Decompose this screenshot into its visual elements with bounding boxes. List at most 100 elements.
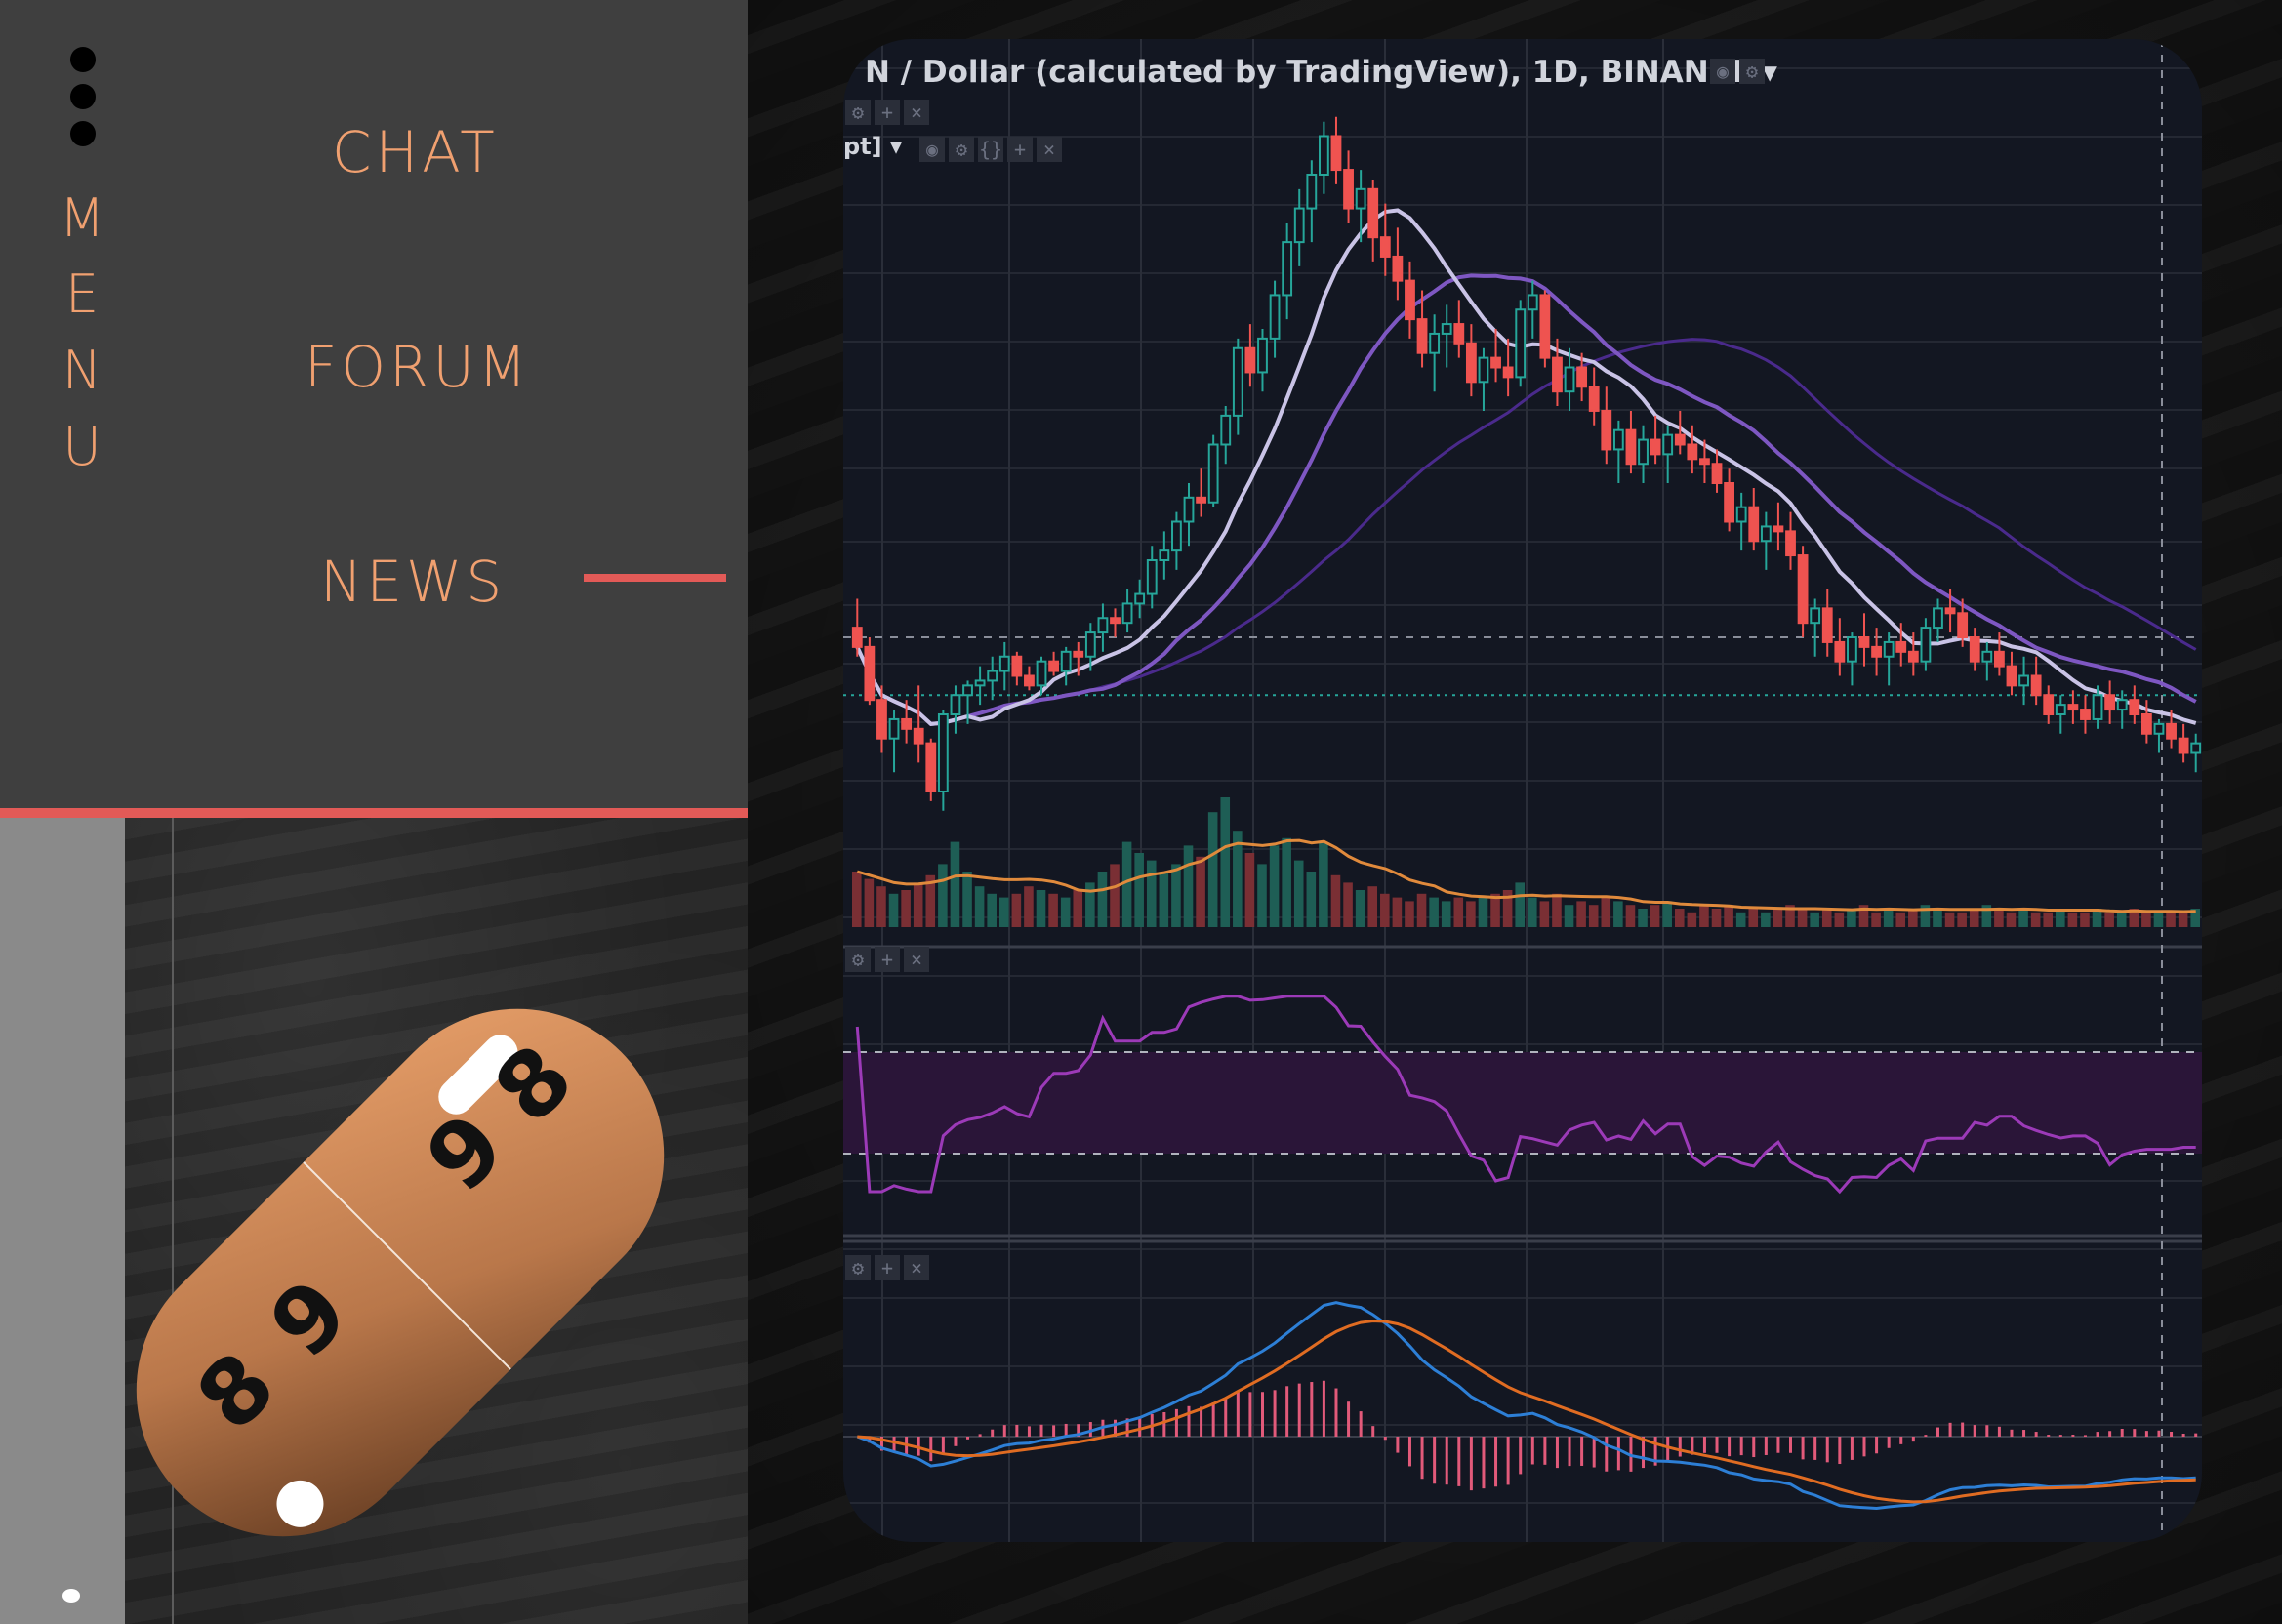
volume-bar <box>1466 901 1476 927</box>
volume-bar <box>2056 909 2065 927</box>
volume-bar <box>1908 909 1918 927</box>
close-icon[interactable]: × <box>904 100 929 125</box>
volume-bar <box>1711 909 1722 927</box>
volume-bar <box>1121 841 1132 927</box>
volume-bar <box>1920 905 1931 927</box>
volume-bar <box>1011 893 1022 927</box>
kebab-menu-icon[interactable] <box>70 47 96 158</box>
volume-bar <box>1024 886 1034 927</box>
volume-bar <box>1785 905 1795 927</box>
volume-bar <box>1233 831 1243 927</box>
volume-bar <box>1821 909 1832 927</box>
volume-bar <box>1306 872 1317 927</box>
candle-body <box>1330 135 1342 172</box>
volume-bar <box>1539 901 1550 927</box>
volume-bar <box>2153 912 2164 927</box>
menu-letter: N <box>61 340 102 401</box>
nav-link-forum[interactable]: FORUM <box>305 334 531 400</box>
candle-body <box>1073 650 1084 658</box>
candle-body <box>1490 356 1501 369</box>
candle-body <box>2129 699 2140 715</box>
candle-body <box>1724 482 1735 523</box>
candle-body <box>1183 496 1195 523</box>
plus-icon[interactable]: + <box>875 947 900 972</box>
candle-body <box>974 679 986 687</box>
volume-bar <box>962 872 972 927</box>
gear-icon[interactable]: ⚙ <box>845 1255 871 1280</box>
candle-body <box>864 645 876 702</box>
volume-bar <box>1933 909 1942 927</box>
candle-body <box>1933 607 1943 629</box>
candle-body <box>1662 433 1674 456</box>
volume-bar <box>901 890 911 927</box>
candle-body <box>2006 665 2017 687</box>
volume-bar <box>950 841 960 927</box>
volume-bar <box>1847 909 1856 927</box>
candle-body <box>1220 414 1232 446</box>
volume-bar <box>1110 864 1120 927</box>
plus-icon[interactable]: + <box>875 100 900 125</box>
volume-bar <box>2018 909 2028 927</box>
nav-link-chat[interactable]: CHAT <box>332 119 499 185</box>
volume-bar <box>1060 897 1071 927</box>
volume-bar <box>2178 912 2188 927</box>
candle-body <box>1711 463 1723 484</box>
candle-body <box>1957 612 1969 638</box>
gear-icon[interactable]: ⚙ <box>949 137 974 162</box>
volume-bar <box>1650 905 1660 927</box>
volume-bar <box>1244 853 1255 927</box>
volume-bar <box>998 897 1009 927</box>
plus-icon[interactable]: + <box>875 1255 900 1280</box>
volume-bar <box>1834 912 1845 927</box>
gear-icon[interactable]: ⚙ <box>845 947 871 972</box>
gear-icon[interactable]: ⚙ <box>1739 59 1765 84</box>
candle-body <box>2055 704 2066 715</box>
candle-body <box>1269 294 1281 340</box>
menu-vertical-label: M E N U <box>51 181 113 485</box>
eye-icon[interactable]: ◉ <box>919 137 945 162</box>
volume-bar <box>1588 905 1599 927</box>
chevron-down-icon[interactable]: ▾ <box>1762 55 1777 90</box>
pill-capsule-illustration: 8 9 9 8 <box>136 1008 665 1537</box>
vertical-rule <box>172 818 174 1624</box>
candle-body <box>1318 135 1329 176</box>
candle-body <box>1883 640 1895 658</box>
chart-canvas[interactable] <box>843 39 2202 1542</box>
candle-body <box>1871 645 1882 658</box>
volume-bar <box>2006 912 2017 927</box>
volume-bar <box>1797 909 1808 927</box>
gray-side-strip <box>0 818 125 1624</box>
indicator-legend[interactable]: pt] ▾ <box>843 133 902 160</box>
candle-body <box>1895 640 1907 653</box>
candle-body <box>2178 737 2189 754</box>
volume-bar <box>2129 909 2139 927</box>
volume-bar <box>2080 912 2090 927</box>
chevron-down-icon[interactable]: ▾ <box>889 133 903 160</box>
close-icon[interactable]: × <box>904 1255 929 1280</box>
candle-body <box>1207 443 1219 504</box>
chart-title[interactable]: N / Dollar (calculated by TradingView), … <box>865 55 1777 90</box>
eye-icon[interactable]: ◉ <box>1710 59 1735 84</box>
candle-body <box>1920 627 1932 663</box>
menu-letter: U <box>62 416 102 477</box>
candle-body <box>1601 409 1612 451</box>
nav-link-news[interactable]: NEWS <box>320 548 507 615</box>
candle-body <box>1858 636 1870 648</box>
volume-bar <box>1405 901 1414 927</box>
trading-chart-card[interactable]: N / Dollar (calculated by TradingView), … <box>843 39 2202 1542</box>
candle-body <box>1392 255 1404 282</box>
gear-icon[interactable]: ⚙ <box>845 100 871 125</box>
volume-bar <box>2104 912 2114 927</box>
volume-bar <box>1073 890 1083 927</box>
menu-letter: E <box>64 264 100 325</box>
volume-bar <box>1674 909 1685 927</box>
candle-body <box>913 727 924 745</box>
volume-bar <box>1662 901 1672 927</box>
braces-icon[interactable]: {} <box>978 137 1003 162</box>
close-icon[interactable]: × <box>904 947 929 972</box>
plus-icon[interactable]: + <box>1007 137 1033 162</box>
close-icon[interactable]: × <box>1037 137 1062 162</box>
volume-bar <box>1810 912 1819 927</box>
volume-bar <box>888 893 899 927</box>
candle-body <box>1110 617 1121 625</box>
